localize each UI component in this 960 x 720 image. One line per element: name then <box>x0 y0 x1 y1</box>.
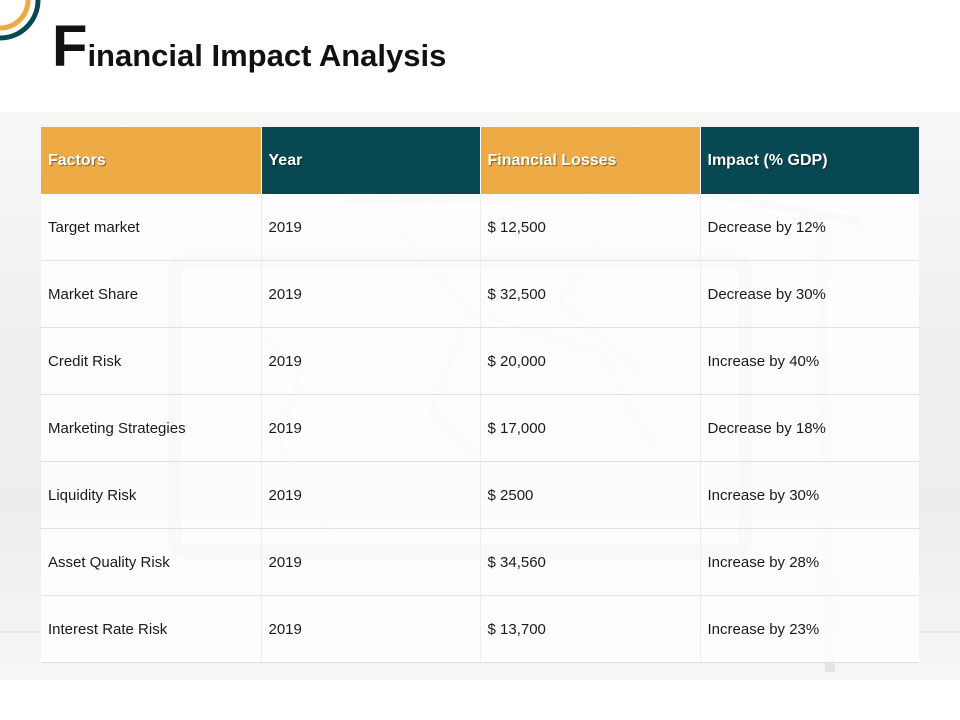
cell-financial-loss: $ 13,700 <box>480 595 701 663</box>
cell-year: 2019 <box>261 194 481 261</box>
table-row: Target market 2019 $ 12,500 Decrease by … <box>41 194 919 261</box>
impact-table-container: Factors Year Financial Losses Impact (% … <box>41 127 919 663</box>
cell-impact: Increase by 30% <box>700 461 919 529</box>
cell-year: 2019 <box>261 595 481 663</box>
cell-year: 2019 <box>261 461 481 529</box>
cell-factor: Asset Quality Risk <box>41 528 262 596</box>
cell-factor: Marketing Strategies <box>41 394 262 462</box>
table-row: Asset Quality Risk 2019 $ 34,560 Increas… <box>41 528 919 596</box>
page-title: Financial Impact Analysis <box>52 18 446 76</box>
cell-factor: Liquidity Risk <box>41 461 262 529</box>
cell-financial-loss: $ 17,000 <box>480 394 701 462</box>
header-impact: Impact (% GDP) <box>700 127 919 194</box>
cell-impact: Decrease by 30% <box>700 260 919 328</box>
cell-factor: Market Share <box>41 260 262 328</box>
impact-table: Factors Year Financial Losses Impact (% … <box>41 127 919 663</box>
cell-financial-loss: $ 32,500 <box>480 260 701 328</box>
title-rest: inancial Impact Analysis <box>87 38 447 73</box>
table-row: Interest Rate Risk 2019 $ 13,700 Increas… <box>41 595 919 663</box>
cell-factor: Interest Rate Risk <box>41 595 262 663</box>
cell-year: 2019 <box>261 394 481 462</box>
header-financial-losses: Financial Losses <box>480 127 701 194</box>
cell-impact: Decrease by 12% <box>700 194 919 261</box>
cell-factor: Target market <box>41 194 262 261</box>
cell-financial-loss: $ 34,560 <box>480 528 701 596</box>
cell-impact: Increase by 40% <box>700 327 919 395</box>
table-row: Credit Risk 2019 $ 20,000 Increase by 40… <box>41 327 919 395</box>
cell-impact: Increase by 23% <box>700 595 919 663</box>
table-row: Liquidity Risk 2019 $ 2500 Increase by 3… <box>41 461 919 529</box>
cell-year: 2019 <box>261 327 481 395</box>
table-header-row: Factors Year Financial Losses Impact (% … <box>41 127 919 194</box>
cell-year: 2019 <box>261 260 481 328</box>
cell-factor: Credit Risk <box>41 327 262 395</box>
cell-financial-loss: $ 20,000 <box>480 327 701 395</box>
table-row: Market Share 2019 $ 32,500 Decrease by 3… <box>41 260 919 328</box>
cell-financial-loss: $ 12,500 <box>480 194 701 261</box>
cell-financial-loss: $ 2500 <box>480 461 701 529</box>
table-row: Marketing Strategies 2019 $ 17,000 Decre… <box>41 394 919 462</box>
cell-year: 2019 <box>261 528 481 596</box>
header-year: Year <box>261 127 481 194</box>
corner-arc-logo <box>0 0 41 41</box>
cell-impact: Decrease by 18% <box>700 394 919 462</box>
header-factors: Factors <box>41 127 262 194</box>
title-initial: F <box>52 14 88 79</box>
cell-impact: Increase by 28% <box>700 528 919 596</box>
